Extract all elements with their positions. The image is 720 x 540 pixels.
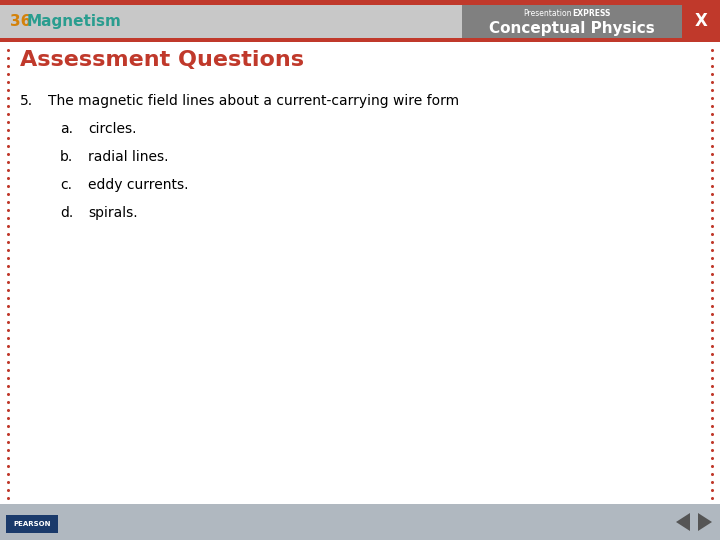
Text: X: X xyxy=(695,12,708,30)
Polygon shape xyxy=(698,513,712,531)
Bar xyxy=(682,0,720,42)
Text: circles.: circles. xyxy=(88,122,137,136)
Text: The magnetic field lines about a current-carrying wire form: The magnetic field lines about a current… xyxy=(48,94,459,108)
Text: radial lines.: radial lines. xyxy=(88,150,168,164)
Bar xyxy=(0,504,720,540)
Text: Magnetism: Magnetism xyxy=(27,14,122,29)
Bar xyxy=(0,5,720,38)
Text: eddy currents.: eddy currents. xyxy=(88,178,189,192)
Bar xyxy=(6,515,58,533)
Text: 5.: 5. xyxy=(20,94,33,108)
Text: Conceptual Physics: Conceptual Physics xyxy=(489,21,655,36)
Bar xyxy=(462,5,682,38)
Text: Assessment Questions: Assessment Questions xyxy=(20,50,304,70)
Text: EXPRESS: EXPRESS xyxy=(572,9,611,18)
Polygon shape xyxy=(676,513,690,531)
Text: b.: b. xyxy=(60,150,73,164)
Bar xyxy=(0,38,720,42)
Text: spirals.: spirals. xyxy=(88,206,138,220)
Text: d.: d. xyxy=(60,206,73,220)
Text: 36: 36 xyxy=(10,14,32,29)
Text: a.: a. xyxy=(60,122,73,136)
Text: Presentation: Presentation xyxy=(523,9,572,18)
Text: PEARSON: PEARSON xyxy=(13,521,50,527)
Bar xyxy=(0,0,720,5)
Text: c.: c. xyxy=(60,178,72,192)
